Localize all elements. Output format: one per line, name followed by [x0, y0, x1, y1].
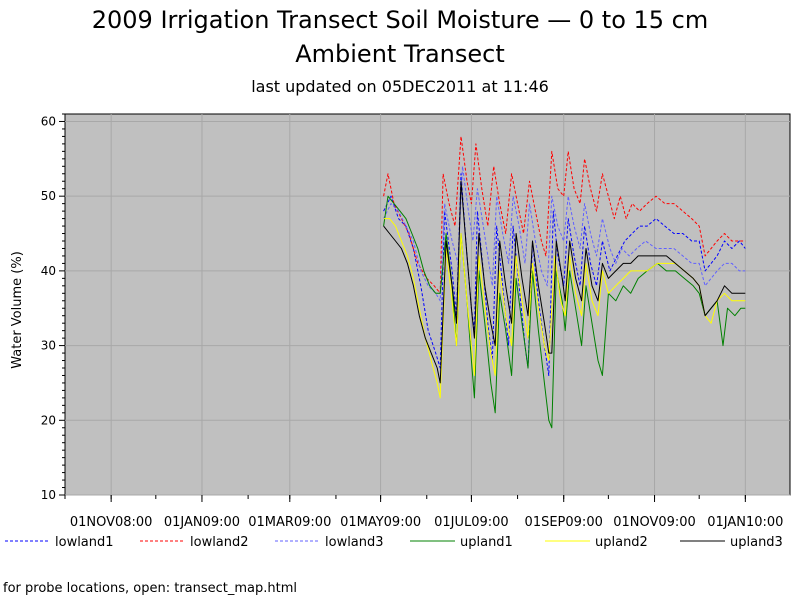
series-line-lowland3: [383, 165, 746, 302]
y-tick-label: 20: [41, 413, 56, 427]
series-line-upland1: [383, 195, 746, 429]
x-tick-label: 01SEP09:00: [525, 515, 603, 530]
legend-label-upland1: upland1: [460, 535, 513, 550]
y-tick-label: 40: [41, 264, 56, 278]
y-tick-label: 10: [41, 488, 56, 502]
x-tick-label: 01NOV09:00: [613, 515, 696, 530]
legend-label-lowland1: lowland1: [55, 535, 114, 550]
x-tick-label: 01JUL09:00: [434, 515, 509, 530]
axes: 10 20 30 40 50 60 01NOV08:00 01JAN09:00 01MAR09:…: [41, 113, 783, 530]
y-tick-label: 60: [41, 114, 56, 128]
chart-subtitle: Ambient Transect: [295, 40, 505, 68]
last-updated-text: last updated on 05DEC2011 at 11:46: [251, 77, 549, 96]
legend-label-upland3: upland3: [730, 535, 783, 550]
x-tick-label: 01MAY09:00: [340, 515, 421, 530]
legend-label-lowland3: lowland3: [325, 535, 384, 550]
x-tick-label: 01JAN09:00: [164, 515, 240, 530]
legend-label-lowland2: lowland2: [190, 535, 249, 550]
y-tick-label: 50: [41, 189, 56, 203]
legend: lowland1 lowland2 lowland3 upland1 upland2 up…: [5, 535, 783, 550]
series-layer: [383, 135, 746, 429]
y-axis-label: Water Volume (%): [10, 251, 25, 369]
series-line-upland3: [383, 180, 746, 384]
chart-title: 2009 Irrigation Transect Soil Moisture —…: [91, 6, 709, 34]
y-tick-label: 30: [41, 339, 56, 353]
legend-label-upland2: upland2: [595, 535, 648, 550]
x-tick-label: 01NOV08:00: [70, 515, 153, 530]
series-line-lowland1: [383, 173, 746, 376]
x-tick-label: 01JAN10:00: [707, 515, 783, 530]
x-tick-label: 01MAR09:00: [248, 515, 331, 530]
footer-note: for probe locations, open: transect_map.…: [3, 581, 298, 596]
plot-area: [64, 113, 791, 496]
series-line-lowland2: [383, 135, 746, 294]
